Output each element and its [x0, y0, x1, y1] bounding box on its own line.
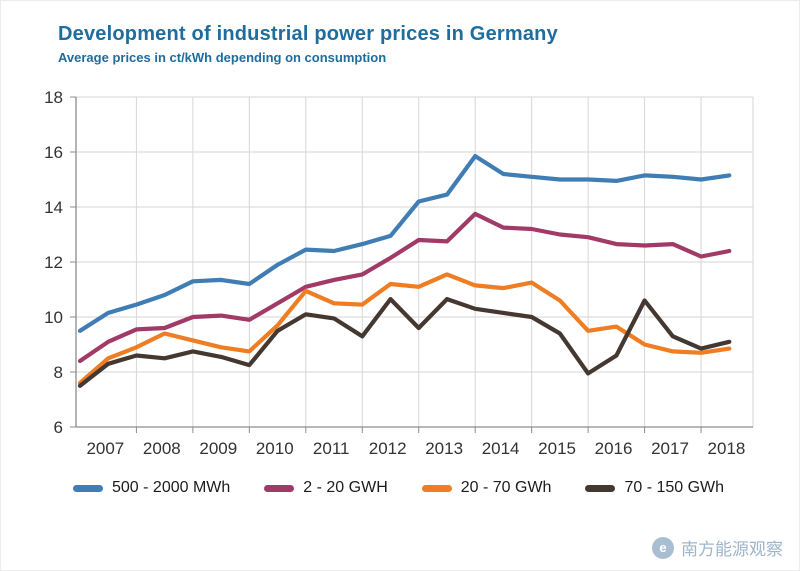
series-line-500-2000-mwh — [77, 153, 732, 333]
legend-swatch — [585, 484, 616, 492]
y-tick-label: 14 — [44, 198, 63, 217]
x-tick-label: 2009 — [199, 439, 237, 458]
legend-label: 2 - 20 GWH — [303, 479, 388, 496]
legend-item: 2 - 20 GWH — [264, 479, 388, 497]
x-tick-label: 2012 — [369, 439, 407, 458]
legend-item: 20 - 70 GWh — [421, 479, 552, 497]
legend-swatch — [264, 484, 295, 492]
legend-label: 20 - 70 GWh — [460, 479, 552, 496]
x-tick-label: 2015 — [538, 439, 576, 458]
y-tick-label: 16 — [44, 143, 63, 162]
x-tick-label: 2016 — [595, 439, 633, 458]
series-line-2-20-gwh — [77, 211, 732, 364]
watermark-text: 南方能源观察 — [681, 540, 783, 559]
legend-swatch — [421, 484, 452, 492]
chart-legend: 500 - 2000 MWh 2 - 20 GWH 20 - 70 GWh 70 - … — [73, 479, 799, 497]
y-tick-label: 18 — [44, 88, 63, 107]
legend-label: 70 - 150 GWh — [624, 479, 725, 496]
watermark-logo-icon: e — [652, 536, 674, 559]
x-tick-label: 2013 — [425, 439, 463, 458]
series-line-20-70-gwh — [77, 272, 732, 386]
x-tick-label: 2017 — [651, 439, 689, 458]
x-tick-label: 2018 — [708, 439, 746, 458]
chart-subtitle: Average prices in ct/kWh depending on co… — [58, 50, 387, 65]
x-tick-label: 2010 — [256, 439, 294, 458]
legend-swatch — [73, 484, 103, 492]
x-tick-label: 2014 — [482, 439, 520, 458]
y-tick-label: 12 — [44, 253, 63, 272]
y-tick-label: 8 — [54, 363, 63, 382]
x-tick-label: 2008 — [143, 439, 181, 458]
chart-title: Development of industrial power prices i… — [58, 23, 558, 45]
legend-item: 500 - 2000 MWh — [73, 479, 230, 497]
y-tick-label: 6 — [54, 418, 63, 437]
legend-label: 500 - 2000 MWh — [112, 479, 231, 496]
x-tick-label: 2007 — [86, 439, 124, 458]
y-tick-label: 10 — [44, 308, 63, 327]
x-tick-label: 2011 — [313, 439, 350, 458]
legend-item: 70 - 150 GWh — [585, 479, 724, 497]
series-line-70-150-gwh — [77, 297, 732, 388]
chart-header: Development of industrial power prices i… — [1, 1, 799, 65]
line-chart: 6 8 10 12 14 16 18 2007 2008 2009 2010 2011 2012 2013… — [44, 88, 754, 458]
watermark: e 南方能源观察 — [652, 535, 783, 560]
